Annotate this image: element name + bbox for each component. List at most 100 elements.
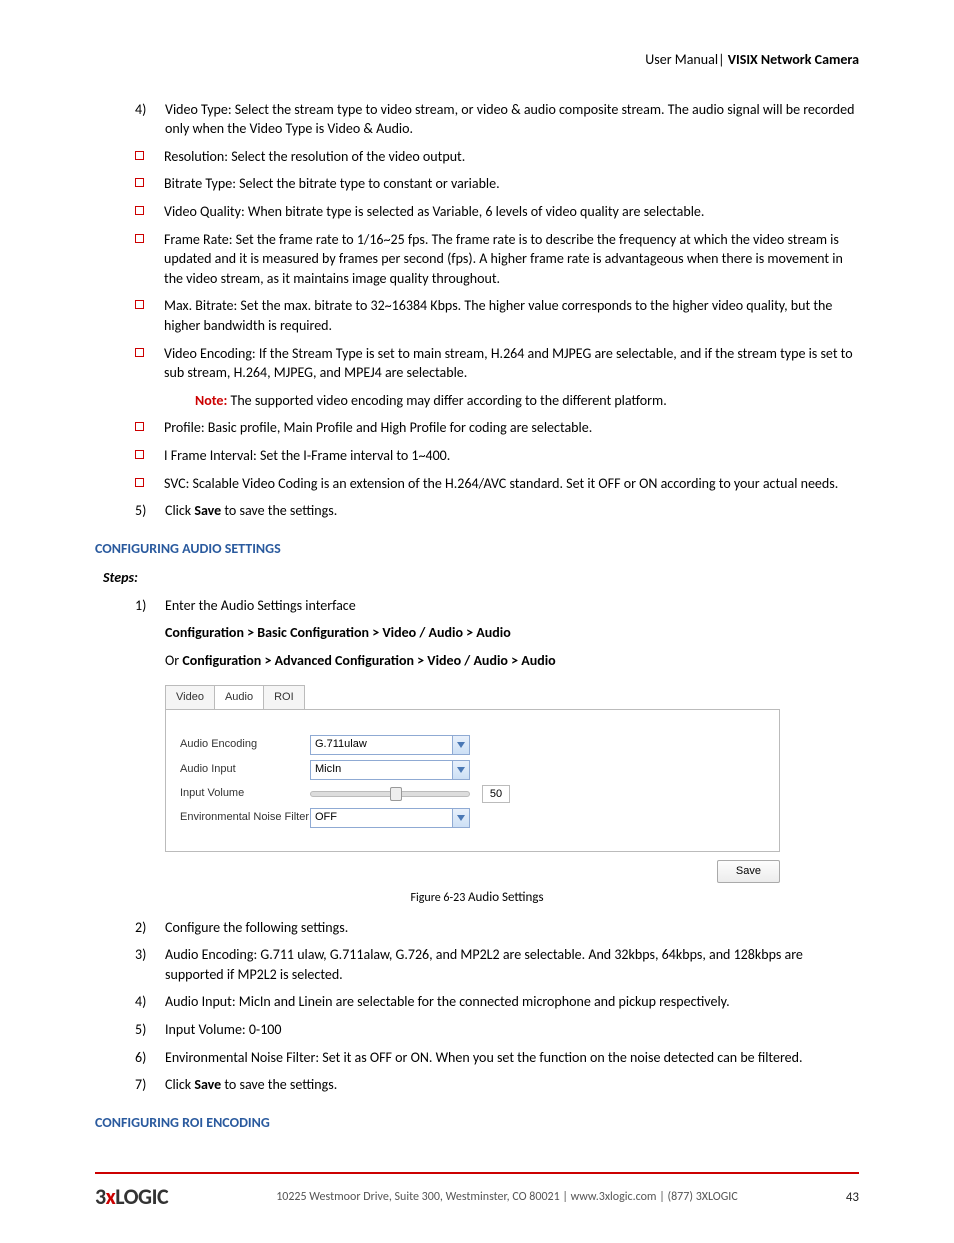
bullet-text: Max. Bitrate: Set the max. bitrate to 32… bbox=[164, 296, 859, 335]
header-sep: | bbox=[718, 51, 728, 68]
header-right: VISIX Network Camera bbox=[728, 51, 859, 68]
select-value: OFF bbox=[315, 810, 337, 825]
step-number: 4) bbox=[135, 100, 165, 139]
slider-value: 50 bbox=[482, 785, 510, 803]
bullet-text: Video Encoding: If the Stream Type is se… bbox=[164, 344, 859, 383]
step-text: Click Save to save the settings. bbox=[165, 501, 859, 521]
select-audio-encoding[interactable]: G.711ulaw bbox=[310, 735, 470, 755]
bullet-text: Video Quality: When bitrate type is sele… bbox=[164, 202, 859, 222]
audio-step-4: 4) Audio Input: MicIn and Linein are sel… bbox=[135, 992, 859, 1012]
tab-video[interactable]: Video bbox=[166, 686, 215, 709]
audio-step-6: 6) Environmental Noise Filter: Set it as… bbox=[135, 1048, 859, 1068]
panel-body: Audio Encoding G.711ulaw Audio Input Mic… bbox=[165, 709, 780, 852]
note-text: The supported video encoding may differ … bbox=[227, 392, 666, 409]
step-number: 4) bbox=[135, 992, 165, 1012]
label-noise-filter: Environmental Noise Filter bbox=[180, 810, 310, 825]
step-text: Video Type: Select the stream type to vi… bbox=[165, 100, 859, 139]
slider-thumb[interactable] bbox=[390, 787, 402, 801]
bullet-iframe-interval: I Frame Interval: Set the I-Frame interv… bbox=[135, 446, 859, 466]
save-button[interactable]: Save bbox=[717, 860, 780, 883]
select-value: MicIn bbox=[315, 762, 341, 777]
config-path-2: Or Configuration > Advanced Configuratio… bbox=[165, 651, 859, 671]
bullet-icon bbox=[135, 478, 144, 487]
config-path-1: Configuration > Basic Configuration > Vi… bbox=[165, 623, 859, 643]
slider-input-volume[interactable] bbox=[310, 791, 470, 797]
row-audio-input: Audio Input MicIn bbox=[180, 760, 765, 780]
bullet-resolution: Resolution: Select the resolution of the… bbox=[135, 147, 859, 167]
bullet-icon bbox=[135, 234, 144, 243]
row-noise-filter: Environmental Noise Filter OFF bbox=[180, 808, 765, 828]
step-text: Environmental Noise Filter: Set it as OF… bbox=[165, 1048, 859, 1068]
save-text-bold: Save bbox=[194, 502, 221, 519]
path-text: Configuration > Advanced Configuration >… bbox=[182, 652, 555, 669]
bullet-text: Profile: Basic profile, Main Profile and… bbox=[164, 418, 859, 438]
audio-step-5: 5) Input Volume: 0-100 bbox=[135, 1020, 859, 1040]
bullet-frame-rate: Frame Rate: Set the frame rate to 1/16~2… bbox=[135, 230, 859, 289]
bullet-profile: Profile: Basic profile, Main Profile and… bbox=[135, 418, 859, 438]
path-or: Or bbox=[165, 652, 182, 669]
bullet-bitrate-type: Bitrate Type: Select the bitrate type to… bbox=[135, 174, 859, 194]
step-text: Enter the Audio Settings interface bbox=[165, 596, 859, 616]
section-audio-heading: CONFIGURING AUDIO SETTINGS bbox=[95, 539, 859, 559]
bullet-svc: SVC: Scalable Video Coding is an extensi… bbox=[135, 474, 859, 494]
audio-step-2: 2) Configure the following settings. bbox=[135, 918, 859, 938]
bullet-icon bbox=[135, 348, 144, 357]
step-number: 1) bbox=[135, 596, 165, 616]
bullet-text: Resolution: Select the resolution of the… bbox=[164, 147, 859, 167]
step-text: Audio Encoding: G.711 ulaw, G.711alaw, G… bbox=[165, 945, 859, 984]
save-text-c: to save the settings. bbox=[221, 1076, 337, 1093]
chevron-down-icon bbox=[452, 809, 469, 827]
chevron-down-icon bbox=[452, 736, 469, 754]
header-left: User Manual bbox=[645, 51, 718, 68]
save-text-a: Click bbox=[165, 1076, 194, 1093]
logo-c: LOGIC bbox=[115, 1183, 168, 1210]
bullet-max-bitrate: Max. Bitrate: Set the max. bitrate to 32… bbox=[135, 296, 859, 335]
tab-audio[interactable]: Audio bbox=[215, 686, 264, 709]
audio-step-1: 1) Enter the Audio Settings interface bbox=[135, 596, 859, 616]
footer-address: 10225 Westmoor Drive, Suite 300, Westmin… bbox=[276, 1189, 738, 1206]
logo-a: 3 bbox=[95, 1183, 106, 1210]
step-text: Configure the following settings. bbox=[165, 918, 859, 938]
bullet-text: SVC: Scalable Video Coding is an extensi… bbox=[164, 474, 859, 494]
chevron-down-icon bbox=[452, 761, 469, 779]
path-text: Configuration > Basic Configuration > Vi… bbox=[165, 624, 511, 641]
bullet-text: Frame Rate: Set the frame rate to 1/16~2… bbox=[164, 230, 859, 289]
select-value: G.711ulaw bbox=[315, 737, 367, 752]
bullet-icon bbox=[135, 151, 144, 160]
footer-divider bbox=[95, 1172, 859, 1174]
label-audio-encoding: Audio Encoding bbox=[180, 737, 310, 752]
label-input-volume: Input Volume bbox=[180, 786, 310, 801]
note-label: Note: bbox=[195, 392, 227, 409]
caption-prefix: Figure 6-23 bbox=[410, 891, 468, 905]
page-footer: 3xLOGIC 10225 Westmoor Drive, Suite 300,… bbox=[95, 1182, 859, 1213]
bullet-icon bbox=[135, 300, 144, 309]
page-header: User Manual| VISIX Network Camera bbox=[95, 50, 859, 70]
row-input-volume: Input Volume 50 bbox=[180, 785, 765, 803]
step-video-type: 4) Video Type: Select the stream type to… bbox=[135, 100, 859, 139]
save-text-a: Click bbox=[165, 502, 194, 519]
logo: 3xLOGIC bbox=[95, 1182, 168, 1213]
step-text: Input Volume: 0-100 bbox=[165, 1020, 859, 1040]
label-audio-input: Audio Input bbox=[180, 762, 310, 777]
select-noise-filter[interactable]: OFF bbox=[310, 808, 470, 828]
step-number: 5) bbox=[135, 1020, 165, 1040]
row-audio-encoding: Audio Encoding G.711ulaw bbox=[180, 735, 765, 755]
audio-step-3: 3) Audio Encoding: G.711 ulaw, G.711alaw… bbox=[135, 945, 859, 984]
step-number: 2) bbox=[135, 918, 165, 938]
note-line: Note: The supported video encoding may d… bbox=[195, 391, 859, 411]
step-number: 5) bbox=[135, 501, 165, 521]
bullet-icon bbox=[135, 178, 144, 187]
step-number: 7) bbox=[135, 1075, 165, 1095]
caption-title: Audio Settings bbox=[468, 890, 544, 905]
select-audio-input[interactable]: MicIn bbox=[310, 760, 470, 780]
bullet-video-encoding: Video Encoding: If the Stream Type is se… bbox=[135, 344, 859, 383]
save-text-c: to save the settings. bbox=[221, 502, 337, 519]
tab-roi[interactable]: ROI bbox=[264, 686, 304, 709]
page-number: 43 bbox=[846, 1189, 859, 1207]
save-text-bold: Save bbox=[194, 1076, 221, 1093]
step-text: Audio Input: MicIn and Linein are select… bbox=[165, 992, 859, 1012]
figure-caption: Figure 6-23 Audio Settings bbox=[95, 889, 859, 907]
step-number: 3) bbox=[135, 945, 165, 984]
audio-settings-panel: Video Audio ROI Audio Encoding G.711ulaw… bbox=[165, 685, 780, 884]
bullet-text: I Frame Interval: Set the I-Frame interv… bbox=[164, 446, 859, 466]
